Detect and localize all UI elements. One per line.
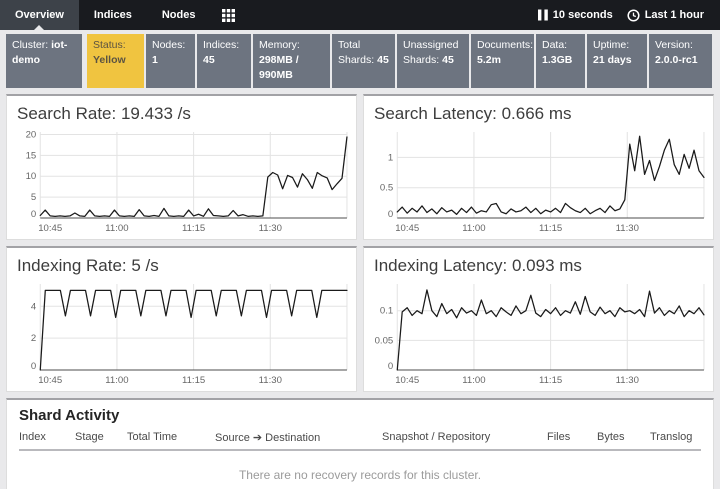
nav-tabs: Overview Indices Nodes — [0, 0, 247, 30]
clock-icon — [627, 8, 640, 22]
svg-text:10:45: 10:45 — [38, 223, 62, 234]
col-index: Index — [19, 430, 46, 443]
svg-text:11:00: 11:00 — [105, 375, 128, 386]
time-range-label: Last 1 hour — [644, 9, 704, 21]
indexing-latency-panel: Indexing Latency: 0.093 ms 0 0.05 0.1 10:45… — [363, 245, 714, 392]
svg-text:10:45: 10:45 — [395, 375, 419, 386]
uptime-stat: Uptime: 21 days — [587, 34, 647, 88]
version-stat: Version: 2.0.0-rc1 — [649, 34, 712, 88]
svg-text:11:30: 11:30 — [616, 223, 639, 234]
col-stage: Stage — [75, 430, 104, 443]
search-rate-chart[interactable]: 0 5 10 15 20 10:45 11:00 11:15 11:30 — [10, 125, 353, 235]
svg-text:0.05: 0.05 — [375, 335, 394, 346]
svg-text:10:45: 10:45 — [395, 223, 419, 234]
svg-text:0: 0 — [388, 209, 393, 220]
svg-text:11:15: 11:15 — [539, 375, 562, 386]
tab-overview-label: Overview — [15, 9, 64, 21]
cluster-status-bar: Cluster: iot-demo Status: Yellow Nodes: … — [6, 34, 714, 88]
shard-activity-panel: Shard Activity Index Stage Total Time So… — [6, 397, 714, 489]
svg-text:4: 4 — [31, 301, 37, 312]
col-files: Files — [547, 430, 571, 443]
search-latency-chart[interactable]: 0 0.5 1 10:45 11:00 11:15 11:30 — [367, 125, 710, 235]
col-source-destination: Source ➔ Destination — [215, 431, 321, 444]
tab-overview[interactable]: Overview — [0, 0, 79, 30]
svg-text:11:15: 11:15 — [182, 375, 205, 386]
svg-text:0: 0 — [31, 361, 36, 372]
unassigned-shards-stat: Unassigned Shards: 45 — [397, 34, 469, 88]
tab-indices-label: Indices — [93, 9, 132, 21]
svg-text:11:15: 11:15 — [182, 223, 205, 234]
indexing-rate-panel: Indexing Rate: 5 /s 0 2 4 10:45 11:00 11:15 11… — [6, 245, 357, 392]
svg-text:11:15: 11:15 — [539, 223, 562, 234]
indices-stat: Indices: 45 — [197, 34, 251, 88]
svg-text:1: 1 — [388, 152, 393, 163]
shard-activity-title: Shard Activity — [19, 406, 120, 424]
nav-right-controls: 10 seconds Last 1 hour — [534, 0, 720, 30]
svg-text:2: 2 — [31, 333, 36, 344]
nodes-stat: Nodes: 1 — [146, 34, 195, 88]
active-tab-caret — [34, 25, 45, 30]
cluster-status-badge: Status: Yellow — [87, 34, 144, 88]
svg-text:0: 0 — [388, 361, 393, 372]
top-navbar: Overview Indices Nodes 10 second — [0, 0, 720, 30]
col-total-time: Total Time — [127, 430, 178, 443]
cluster-name-stat: Cluster: iot-demo — [6, 34, 82, 88]
refresh-interval-label: 10 seconds — [552, 9, 613, 21]
svg-text:15: 15 — [26, 150, 37, 161]
svg-text:5: 5 — [31, 192, 36, 203]
search-rate-title: Search Rate: 19.433 /s — [17, 103, 191, 123]
svg-text:11:30: 11:30 — [616, 375, 639, 386]
indexing-rate-title: Indexing Rate: 5 /s — [17, 255, 159, 275]
shard-activity-empty-message: There are no recovery records for this c… — [19, 451, 701, 489]
svg-text:11:30: 11:30 — [259, 375, 282, 386]
col-snapshot-repository: Snapshot / Repository — [382, 430, 491, 443]
pause-icon — [537, 9, 548, 21]
apps-grid-icon[interactable] — [210, 0, 247, 30]
svg-text:10:45: 10:45 — [38, 375, 62, 386]
tab-indices[interactable]: Indices — [79, 0, 147, 30]
col-bytes: Bytes — [597, 430, 625, 443]
search-latency-panel: Search Latency: 0.666 ms 0 0.5 1 10:45 11:00… — [363, 93, 714, 240]
shard-activity-header: Index Stage Total Time Source ➔ Destinat… — [19, 431, 701, 451]
svg-text:0.5: 0.5 — [380, 182, 393, 193]
indexing-latency-chart[interactable]: 0 0.05 0.1 10:45 11:00 11:15 11:30 — [367, 277, 710, 387]
svg-text:10: 10 — [26, 171, 37, 182]
svg-text:11:30: 11:30 — [259, 223, 282, 234]
total-shards-stat: Total Shards: 45 — [332, 34, 395, 88]
data-size-stat: Data: 1.3GB — [536, 34, 585, 88]
col-translog: Translog — [650, 430, 693, 443]
time-range-control[interactable]: Last 1 hour — [623, 8, 708, 22]
indexing-rate-chart[interactable]: 0 2 4 10:45 11:00 11:15 11:30 — [10, 277, 353, 387]
charts-grid: Search Rate: 19.433 /s 0 5 10 15 20 10:45 11:0… — [0, 92, 720, 394]
tab-nodes[interactable]: Nodes — [147, 0, 211, 30]
svg-text:11:00: 11:00 — [462, 375, 485, 386]
documents-stat: Documents: 5.2m — [471, 34, 534, 88]
svg-text:11:00: 11:00 — [105, 223, 128, 234]
search-rate-panel: Search Rate: 19.433 /s 0 5 10 15 20 10:45 11:0… — [6, 93, 357, 240]
tab-nodes-label: Nodes — [161, 9, 196, 21]
svg-text:11:00: 11:00 — [462, 223, 485, 234]
memory-stat: Memory: 298MB / 990MB — [253, 34, 330, 88]
svg-text:20: 20 — [26, 129, 37, 140]
svg-text:0: 0 — [31, 209, 36, 220]
refresh-interval-control[interactable]: 10 seconds — [534, 9, 617, 21]
indexing-latency-title: Indexing Latency: 0.093 ms — [374, 255, 582, 275]
search-latency-title: Search Latency: 0.666 ms — [374, 103, 572, 123]
svg-text:0.1: 0.1 — [380, 305, 393, 316]
